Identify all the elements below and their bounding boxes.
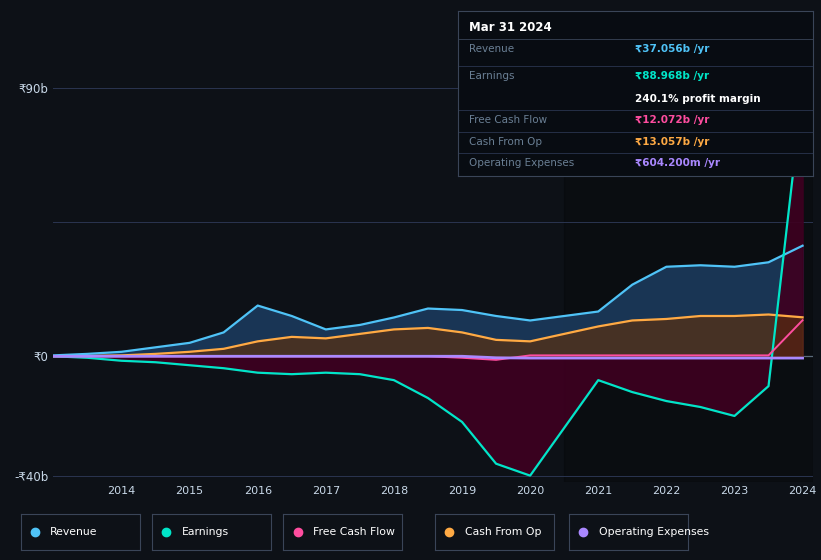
Text: Mar 31 2024: Mar 31 2024 [469,21,552,34]
Text: ₹604.200m /yr: ₹604.200m /yr [635,158,721,168]
Text: Free Cash Flow: Free Cash Flow [469,115,547,125]
Text: Revenue: Revenue [50,527,98,537]
Text: Cash From Op: Cash From Op [465,527,541,537]
Text: Revenue: Revenue [469,44,514,54]
Text: ₹12.072b /yr: ₹12.072b /yr [635,115,710,125]
Text: Earnings: Earnings [181,527,229,537]
Text: Earnings: Earnings [469,71,514,81]
Text: ₹88.968b /yr: ₹88.968b /yr [635,71,709,81]
Text: 240.1% profit margin: 240.1% profit margin [635,94,761,104]
Text: ₹37.056b /yr: ₹37.056b /yr [635,44,710,54]
Text: Free Cash Flow: Free Cash Flow [313,527,395,537]
Text: Operating Expenses: Operating Expenses [469,158,574,168]
Text: Operating Expenses: Operating Expenses [599,527,709,537]
Text: ₹13.057b /yr: ₹13.057b /yr [635,137,710,147]
Text: Cash From Op: Cash From Op [469,137,542,147]
Bar [564,73,813,482]
